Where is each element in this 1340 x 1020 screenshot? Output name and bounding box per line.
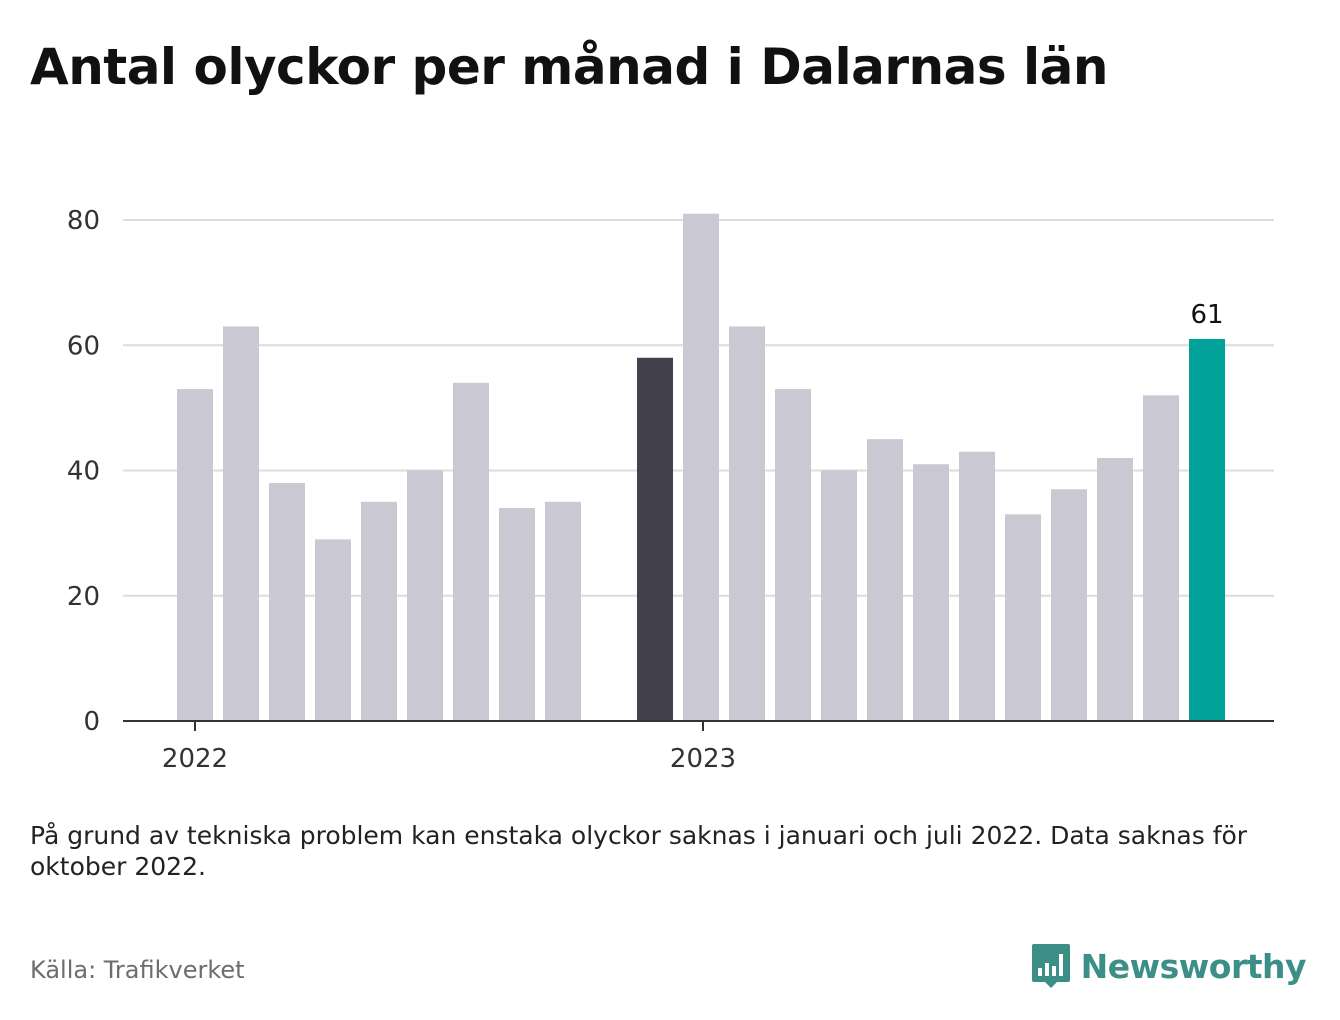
bar-2022-06 [407,470,443,721]
data-labels: 61 [1190,300,1223,330]
x-tick-label-2023: 2023 [670,744,736,774]
bar-2022-09 [545,501,581,721]
newsworthy-logo-icon [1031,944,1070,988]
latest-value-label: 61 [1190,300,1223,330]
chart-title: Antal olyckor per månad i Dalarnas län [30,38,1108,96]
bar-2022-03 [269,483,305,721]
bar-2023-06 [959,451,995,721]
bar-2022-07 [453,382,489,721]
bar-2022-05 [361,501,397,721]
bar-2023-04 [867,439,903,721]
bar-2022-02 [223,326,259,721]
y-tick-label: 60 [67,331,100,361]
brand-logo[interactable]: Newsworthy [1031,942,1307,990]
bar-2023-03 [821,470,857,721]
bar-2023-05 [913,464,949,721]
bar-2023-11 [1189,338,1225,721]
bar-2023-07 [1005,514,1041,721]
bar-2023-02 [775,389,811,721]
y-tick-label: 20 [67,582,100,612]
y-tick-label: 0 [83,707,100,737]
bar-2022-01 [177,389,213,721]
x-tick-label-2022: 2022 [162,744,228,774]
bars [177,213,1225,722]
bar-2023-08 [1051,489,1087,721]
bar-2023-09 [1097,457,1133,721]
chart-note: På grund av tekniska problem kan enstaka… [30,821,1248,881]
y-tick-label: 80 [67,206,100,236]
y-axis-ticks: 0 20 40 60 80 [67,206,100,737]
source-text: Källa: Trafikverket [30,956,245,984]
bar-chart: 0 20 40 60 80 2022 2023 61 [67,206,1274,774]
bar-2023-10 [1143,395,1179,721]
bar-2022-12 [683,213,719,722]
bar-2023-01 [729,326,765,721]
bar-2022-08 [499,508,535,721]
y-tick-label: 40 [67,457,100,487]
bar-2022-11 [637,357,673,721]
brand-name: Newsworthy [1080,946,1307,986]
x-axis: 2022 2023 [123,720,1274,774]
bar-2022-04 [315,539,351,721]
